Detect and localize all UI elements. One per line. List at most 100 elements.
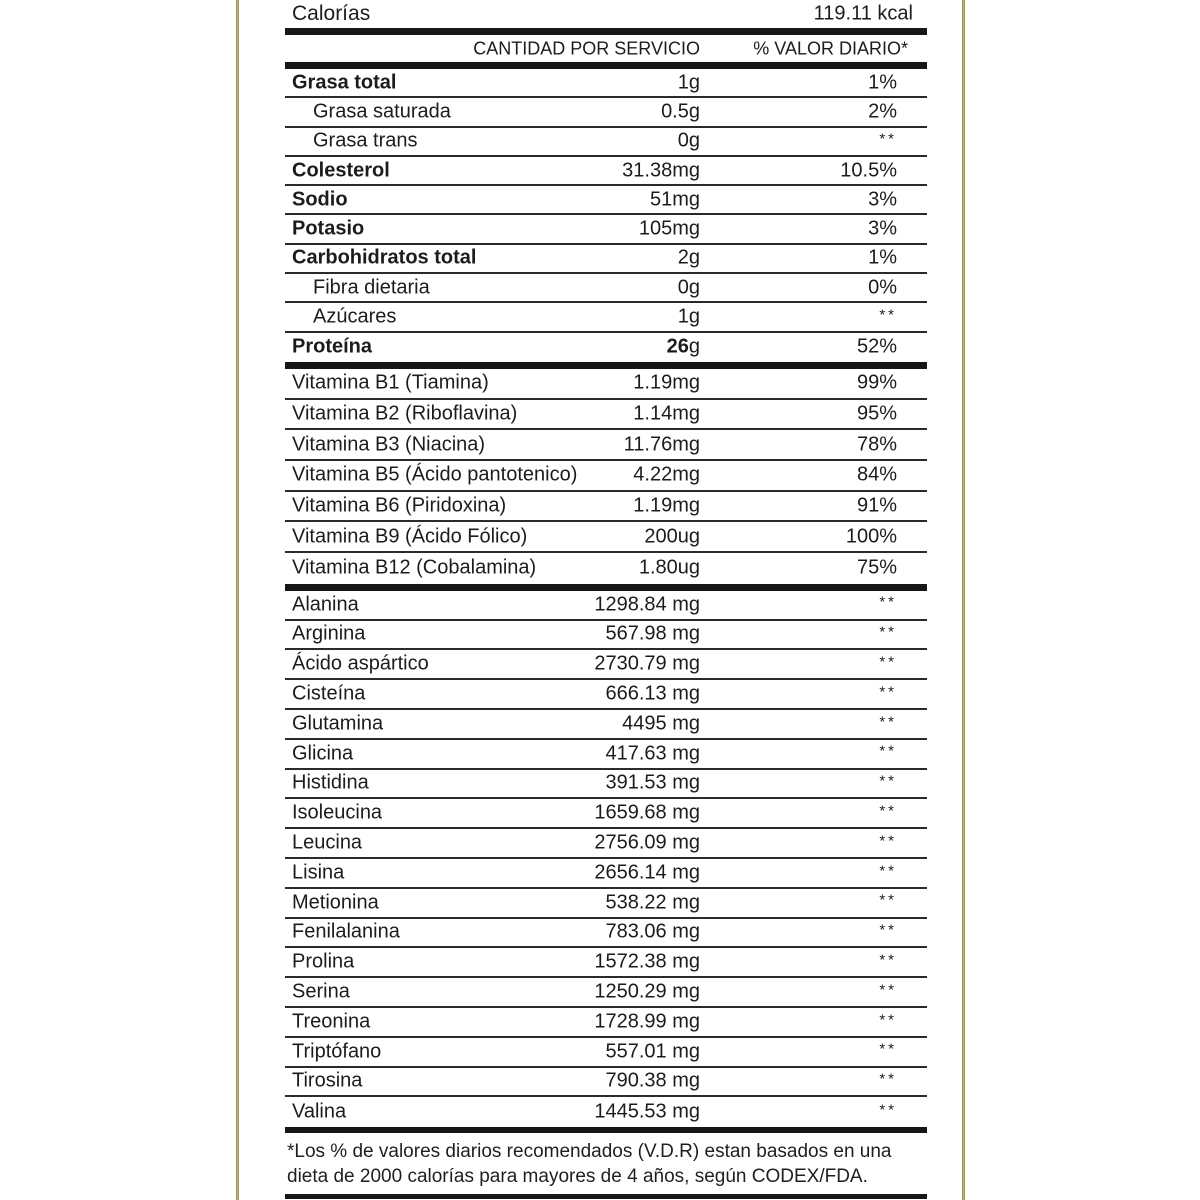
nutrient-name: Grasa trans [313,129,418,152]
nutrient-name: Vitamina B3 (Niacina) [292,433,486,456]
calories-row: Calorías 119.11 kcal [285,0,927,28]
nutrient-amount: 105mg [638,217,700,240]
nutrient-name: Valina [292,1100,347,1123]
nutrient-daily-value: ** [879,981,897,999]
nutrient-name: Vitamina B1 (Tiamina) [292,371,489,394]
nutrient-row: Sodio 51mg 3% [285,186,927,216]
nutrient-name: Leucina [292,831,363,854]
nutrient-row: Valina 1445.53 mg ** [285,1097,927,1127]
nutrient-daily-value: ** [879,653,897,671]
nutrient-name: Grasa saturada [313,100,451,123]
nutrient-amount: 1728.99 mg [594,1010,700,1033]
nutrient-name: Tirosina [292,1069,363,1092]
nutrient-row: Potasio 105mg 3% [285,215,927,245]
nutrient-row: Glicina 417.63 mg ** [285,740,927,770]
nutrient-row: Vitamina B6 (Piridoxina) 1.19mg 91% [285,492,927,523]
nutrient-daily-value: ** [879,951,897,969]
nutrient-daily-value: ** [879,742,897,760]
nutrient-name: Vitamina B6 (Piridoxina) [292,494,507,517]
nutrient-amount: 11.76mg [623,433,700,456]
nutrient-daily-value: 95% [856,402,897,425]
nutrient-name: Carbohidratos total [292,246,477,269]
calories-value: 119.11 kcal [813,2,913,25]
nutrient-amount: 4.22mg [633,463,700,486]
label-left-border [236,0,239,1200]
nutrient-daily-value: 100% [845,525,897,548]
nutrient-amount: 1572.38 mg [594,950,700,973]
nutrient-amount: 1.19mg [633,371,700,394]
nutrient-name: Metionina [292,891,379,914]
nutrient-daily-value: 3% [868,217,897,240]
nutrient-amount: 1.14mg [633,402,700,425]
nutrient-amount: 1.19mg [633,494,700,517]
nutrient-amount: 2g [677,246,700,269]
nutrient-daily-value: 99% [856,371,897,394]
nutrient-name: Vitamina B2 (Riboflavina) [292,402,518,425]
nutrient-name: Grasa total [292,71,397,94]
nutrient-daily-value: ** [879,832,897,850]
nutrient-daily-value: 3% [868,188,897,211]
nutrient-amount: 0g [677,276,700,299]
nutrient-row: Carbohidratos total 2g 1% [285,245,927,275]
nutrient-row: Proteína 26g 52% [285,333,927,362]
nutrient-daily-value: ** [879,306,897,324]
nutrient-name: Glutamina [292,712,384,735]
nutrient-name: Vitamina B9 (Ácido Fólico) [292,525,528,548]
nutrient-daily-value: 78% [856,433,897,456]
nutrient-amount: 2656.14 mg [594,861,700,884]
nutrient-row: Treonina 1728.99 mg ** [285,1008,927,1038]
label-right-border [962,0,965,1200]
nutrient-row: Grasa saturada 0.5g 2% [285,98,927,128]
nutrient-daily-value: ** [879,1040,897,1058]
nutrient-row: Vitamina B1 (Tiamina) 1.19mg 99% [285,369,927,400]
vitamins-section: Vitamina B1 (Tiamina) 1.19mg 99% Vitamin… [285,369,927,584]
nutrient-daily-value: ** [879,593,897,611]
nutrient-amount: 567.98 mg [605,622,700,645]
nutrient-daily-value: ** [879,772,897,790]
bottom-border-bar [285,1194,927,1200]
nutrient-name: Treonina [292,1010,371,1033]
nutrient-amount: 1g [677,305,700,328]
nutrient-daily-value: ** [879,891,897,909]
nutrient-row: Grasa total 1g 1% [285,69,927,99]
nutrient-name: Prolina [292,950,355,973]
nutrient-row: Prolina 1572.38 mg ** [285,948,927,979]
section-divider-bar [285,1127,927,1134]
nutrient-name: Fibra dietaria [313,276,430,299]
nutrient-daily-value: 0% [868,276,897,299]
nutrient-amount: 1.80ug [638,556,700,579]
daily-value-footnote: *Los % de valores diarios recomendados (… [287,1141,892,1188]
nutrient-name: Histidina [292,771,369,794]
amount-column-header: CANTIDAD POR SERVICIO [473,38,700,58]
nutrient-name: Ácido aspártico [292,652,429,675]
nutrient-amount: 538.22 mg [605,891,700,914]
section-divider-bar [285,28,927,35]
nutrient-name: Isoleucina [292,801,383,824]
nutrient-name: Proteína [292,335,373,358]
nutrient-row: Colesterol 31.38mg 10.5% [285,157,927,187]
nutrient-amount: 2730.79 mg [594,652,700,675]
nutrient-daily-value: 84% [856,463,897,486]
nutrient-row: Vitamina B2 (Riboflavina) 1.14mg 95% [285,400,927,431]
nutrient-daily-value: ** [879,921,897,939]
nutrient-amount: 31.38mg [622,159,700,182]
section-divider-bar [285,361,927,369]
nutrient-name: Arginina [292,622,366,645]
nutrient-name: Glicina [292,742,354,765]
nutrient-daily-value: ** [879,130,897,148]
nutrient-amount: 1250.29 mg [594,980,700,1003]
nutrient-name: Vitamina B12 (Cobalamina) [292,556,537,579]
nutrient-row: Serina 1250.29 mg ** [285,978,927,1008]
nutrient-amount: 666.13 mg [605,682,700,705]
nutrient-daily-value: ** [879,683,897,701]
nutrient-row: Fibra dietaria 0g 0% [285,274,927,304]
nutrient-daily-value: 75% [856,556,897,579]
nutrient-name: Colesterol [292,159,390,182]
nutrient-row: Leucina 2756.09 mg ** [285,829,927,859]
nutrient-amount: 557.01 mg [605,1040,700,1063]
nutrient-row: Ácido aspártico 2730.79 mg ** [285,650,927,681]
nutrient-amount: 1445.53 mg [594,1100,700,1123]
nutrient-name: Azúcares [313,305,397,328]
nutrient-name: Serina [292,980,350,1003]
nutrient-row: Vitamina B12 (Cobalamina) 1.80ug 75% [285,553,927,584]
